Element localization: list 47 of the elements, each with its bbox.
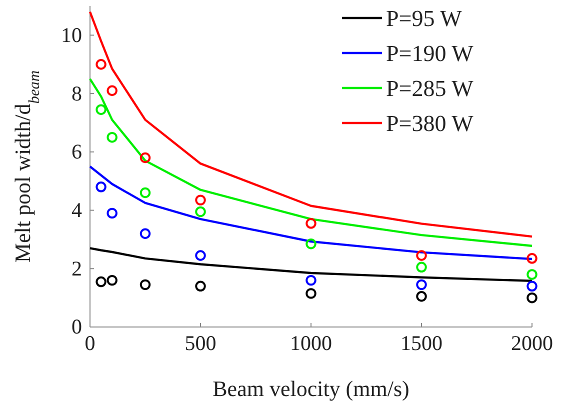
point xyxy=(195,206,206,218)
point xyxy=(526,253,538,264)
legend-label: P=380 W xyxy=(386,111,474,136)
y-tick-label: 8 xyxy=(72,81,82,106)
point xyxy=(140,279,151,290)
point xyxy=(140,152,151,164)
y-tick-label: 4 xyxy=(72,198,82,222)
point xyxy=(106,85,118,96)
point xyxy=(106,208,118,219)
x-axis-title: Beam velocity (mm/s) xyxy=(212,376,410,401)
point xyxy=(106,274,118,286)
point xyxy=(96,59,106,70)
x-tick-label: 1000 xyxy=(290,330,332,355)
y-tick-label: 10 xyxy=(61,22,82,47)
y-tick-label: 0 xyxy=(72,314,82,339)
point xyxy=(306,274,316,286)
y-tick-label: 6 xyxy=(72,140,82,164)
legend-label: P=95 W xyxy=(386,6,462,31)
point xyxy=(96,104,106,115)
x-tick-label: 2000 xyxy=(511,330,553,355)
point xyxy=(96,276,106,288)
point xyxy=(416,279,427,290)
point xyxy=(96,182,106,192)
point xyxy=(306,238,316,250)
line-series xyxy=(88,10,534,238)
line-series xyxy=(88,247,534,282)
y-tick-label: 2 xyxy=(72,256,82,280)
x-tick-label: 500 xyxy=(184,330,216,355)
point xyxy=(416,250,427,261)
point xyxy=(195,194,206,206)
legend-label: P=285 W xyxy=(386,76,474,101)
point xyxy=(416,262,427,273)
line-series xyxy=(88,165,534,260)
point xyxy=(306,288,316,299)
point xyxy=(526,292,538,304)
point xyxy=(106,132,118,143)
point xyxy=(526,269,538,280)
point xyxy=(195,250,206,261)
point xyxy=(526,280,538,292)
x-tick-label: 1500 xyxy=(400,330,442,355)
point xyxy=(195,280,206,292)
point xyxy=(140,228,151,239)
point xyxy=(140,187,151,198)
line-series xyxy=(88,78,534,247)
point xyxy=(306,218,316,229)
point xyxy=(416,291,427,302)
legend-label: P=190 W xyxy=(386,41,474,66)
